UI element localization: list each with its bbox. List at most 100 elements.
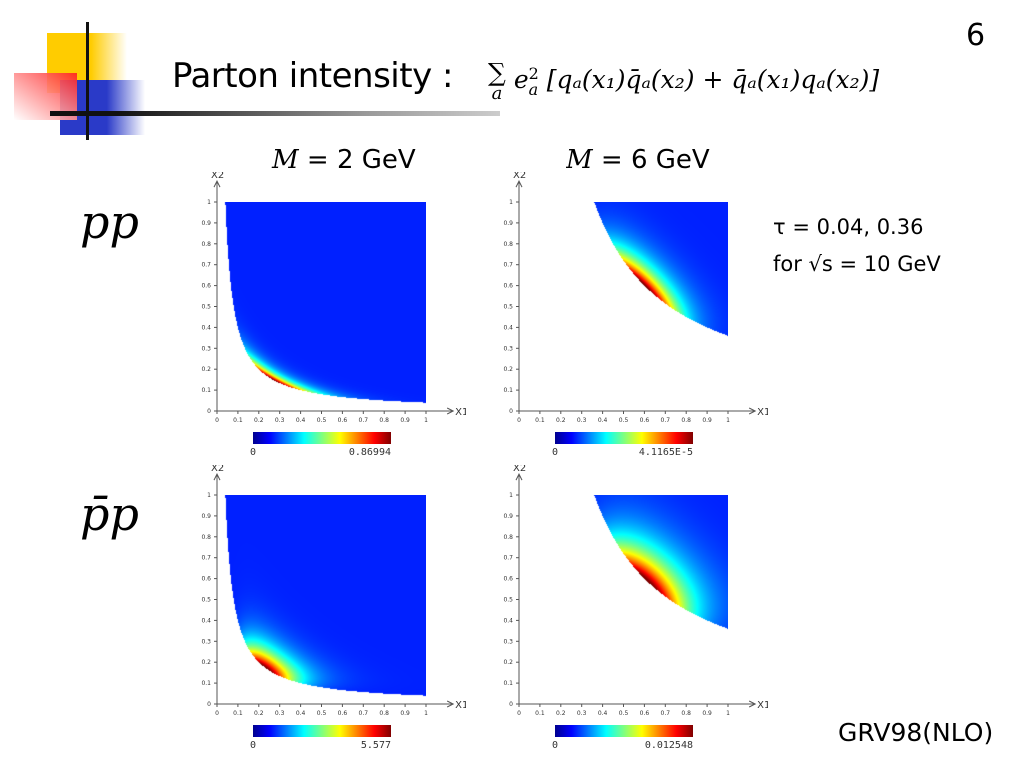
y-tick-label: 0.6 <box>503 283 513 290</box>
y-tick-label: 0.1 <box>201 680 211 687</box>
y-tick-label: 0.5 <box>201 597 211 604</box>
y-tick-label: 0.4 <box>201 324 211 331</box>
x-tick-label: 0.1 <box>233 710 243 717</box>
y-tick-label: 1 <box>509 492 513 499</box>
x-tick-label: 0.7 <box>661 710 671 717</box>
y-tick-label: 0 <box>509 701 513 708</box>
x-tick-label: 0.5 <box>619 417 629 424</box>
colorbar-3 <box>555 725 693 737</box>
colorbar-1 <box>555 432 693 444</box>
y-axis-label: X2 <box>211 465 224 474</box>
x-tick-label: 0.7 <box>359 417 369 424</box>
colorbar-0 <box>253 432 391 444</box>
y-tick-label: 0.8 <box>503 534 513 541</box>
y-tick-label: 0.6 <box>503 576 513 583</box>
x-tick-label: 0.7 <box>661 417 671 424</box>
plot-axes-1: X1 X2 00 0.1 0.1 0.2 0.2 0.3 0.3 0.4 0.4 0.5 0.5 0.6 0… <box>503 172 768 424</box>
tau-values: τ = 0.04, 0.36 <box>773 215 924 239</box>
x-tick-label: 0.5 <box>317 417 327 424</box>
x-tick-label: 0.7 <box>359 710 369 717</box>
x-tick-label: 0.4 <box>598 710 608 717</box>
y-tick-label: 0 <box>509 408 513 415</box>
x-arrow-icon <box>446 407 455 415</box>
sum-index: a <box>491 83 503 104</box>
y-tick-label: 0.3 <box>503 345 513 352</box>
row-label-ppbar: p̄p <box>80 487 139 541</box>
y-tick-label: 0.9 <box>201 220 211 227</box>
colorbar-max-label: 0.012548 <box>644 740 693 751</box>
colorbar-2 <box>253 725 391 737</box>
y-tick-label: 0.1 <box>503 387 513 394</box>
x-tick-label: 0.1 <box>535 710 545 717</box>
x-tick-label: 0.6 <box>640 710 650 717</box>
colorbar-max-label: 5.577 <box>360 740 391 751</box>
column-label-m2: M = 2 GeV <box>272 145 416 175</box>
column-rest: = 6 GeV <box>592 145 710 172</box>
colorbar-min-label: 0 <box>552 740 559 751</box>
formula-sup: 2 <box>528 63 539 83</box>
colorbar-min-label: 0 <box>250 447 257 458</box>
y-tick-label: 0.1 <box>503 680 513 687</box>
colorbar-max-label: 4.1165E-5 <box>638 447 693 458</box>
x-tick-label: 0 <box>517 710 521 717</box>
x-tick-label: 0.6 <box>338 710 348 717</box>
plot-axes-3: X1 X2 00 0.1 0.1 0.2 0.2 0.3 0.3 0.4 0.4 0.5 0.5 0.6 0… <box>503 465 768 717</box>
y-tick-label: 0.3 <box>503 638 513 645</box>
y-tick-label: 0.6 <box>201 576 211 583</box>
x-arrow-icon <box>748 407 757 415</box>
x-tick-label: 0.1 <box>233 417 243 424</box>
y-axis-label: X2 <box>513 465 526 474</box>
column-var: M <box>272 145 299 175</box>
x-tick-label: 0.2 <box>254 417 264 424</box>
x-axis-label: X1 <box>455 700 466 711</box>
x-tick-label: 0.9 <box>702 710 712 717</box>
y-tick-label: 1 <box>207 199 211 206</box>
x-tick-label: 0.3 <box>577 417 587 424</box>
y-tick-label: 0.4 <box>503 324 513 331</box>
x-axis-label: X1 <box>757 407 768 418</box>
y-tick-label: 0.5 <box>503 597 513 604</box>
y-tick-label: 0.2 <box>201 366 211 373</box>
x-tick-label: 0 <box>215 710 219 717</box>
y-arrow-icon <box>213 472 221 481</box>
y-tick-label: 0.9 <box>503 220 513 227</box>
y-tick-label: 0.4 <box>201 617 211 624</box>
x-tick-label: 0.8 <box>379 710 389 717</box>
y-tick-label: 0.2 <box>503 659 513 666</box>
x-tick-label: 0.3 <box>577 710 587 717</box>
y-tick-label: 0.9 <box>201 513 211 520</box>
x-tick-label: 1 <box>424 417 428 424</box>
y-tick-label: 0.9 <box>503 513 513 520</box>
y-axis-label: X2 <box>211 172 224 181</box>
y-tick-label: 0.3 <box>201 638 211 645</box>
x-tick-label: 1 <box>424 710 428 717</box>
x-tick-label: 1 <box>726 417 730 424</box>
x-tick-label: 0.8 <box>681 417 691 424</box>
x-arrow-icon <box>748 700 757 708</box>
x-tick-label: 1 <box>726 710 730 717</box>
y-tick-label: 0.4 <box>503 617 513 624</box>
y-arrow-icon <box>515 472 523 481</box>
y-tick-label: 1 <box>207 492 211 499</box>
y-tick-label: 0.8 <box>201 241 211 248</box>
heatmap-3 <box>519 495 728 704</box>
y-arrow-icon <box>213 179 221 188</box>
x-tick-label: 0.2 <box>254 710 264 717</box>
x-tick-label: 0.9 <box>400 417 410 424</box>
x-tick-label: 0.8 <box>379 417 389 424</box>
heatmap-0 <box>217 202 426 411</box>
x-axis-label: X1 <box>757 700 768 711</box>
plot-axes-0: X1 X2 00 0.1 0.1 0.2 0.2 0.3 0.3 0.4 0.4 0.5 0.5 0.6 0… <box>201 172 466 424</box>
x-axis-label: X1 <box>455 407 466 418</box>
row-label-pp: pp <box>80 195 139 249</box>
y-tick-label: 0.5 <box>201 304 211 311</box>
sqrt-s-value: for √s = 10 GeV <box>773 252 941 276</box>
y-tick-label: 0.7 <box>201 555 211 562</box>
heatmap-1 <box>519 202 728 411</box>
y-tick-label: 0.6 <box>201 283 211 290</box>
y-tick-label: 0 <box>207 701 211 708</box>
column-rest: = 2 GeV <box>298 145 416 175</box>
formula-e: e <box>513 65 529 94</box>
